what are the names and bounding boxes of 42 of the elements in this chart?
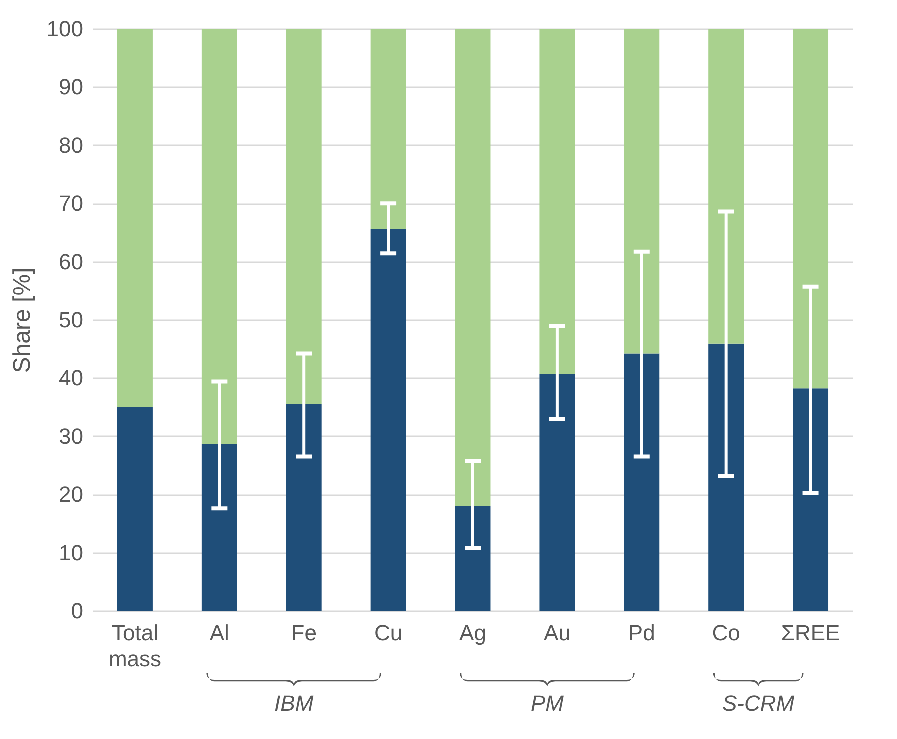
y-tick-label: 90 — [59, 74, 84, 100]
x-tick-label: Au — [544, 620, 571, 646]
y-tick-label: 50 — [59, 308, 84, 332]
bar — [540, 29, 576, 374]
text: S-CRM — [722, 691, 796, 716]
bar — [624, 354, 660, 611]
bar — [624, 29, 660, 354]
text: IBM — [274, 691, 314, 716]
bar — [117, 407, 153, 611]
y-tick-label: 0 — [71, 598, 84, 624]
bar — [455, 506, 491, 611]
bar — [286, 29, 322, 404]
x-tick-label: Co — [712, 620, 740, 646]
bar — [455, 29, 491, 506]
bar — [202, 444, 238, 611]
bar — [202, 29, 238, 445]
x-tick-label: Al — [210, 620, 230, 646]
x-tick-label: Total mass — [108, 620, 162, 672]
y-tick-label: 70 — [59, 191, 84, 216]
y-tick-label: 100 — [46, 16, 84, 42]
text: PM — [530, 691, 565, 716]
bar — [793, 388, 829, 611]
x-tick-label: ΣREE — [781, 620, 840, 646]
bar — [708, 29, 744, 344]
y-tick-label: 10 — [59, 540, 84, 566]
bar — [708, 344, 744, 611]
x-tick-label: Pd — [628, 620, 656, 646]
bar — [540, 374, 576, 611]
y-tick-label: 40 — [59, 366, 84, 391]
bar — [370, 229, 406, 611]
bar — [286, 404, 322, 611]
y-tick-label: 30 — [59, 424, 84, 449]
y-tick-label: 80 — [59, 132, 84, 158]
bar — [793, 29, 829, 389]
x-tick-label: Cu — [374, 620, 403, 646]
y-tick-label: 60 — [59, 249, 84, 274]
bar — [370, 29, 406, 230]
y-axis-title: Share [%] — [8, 268, 36, 374]
x-tick-label: Fe — [291, 620, 317, 646]
y-tick-label: 20 — [59, 482, 84, 508]
bar — [117, 29, 153, 408]
x-tick-label: Ag — [460, 620, 486, 646]
